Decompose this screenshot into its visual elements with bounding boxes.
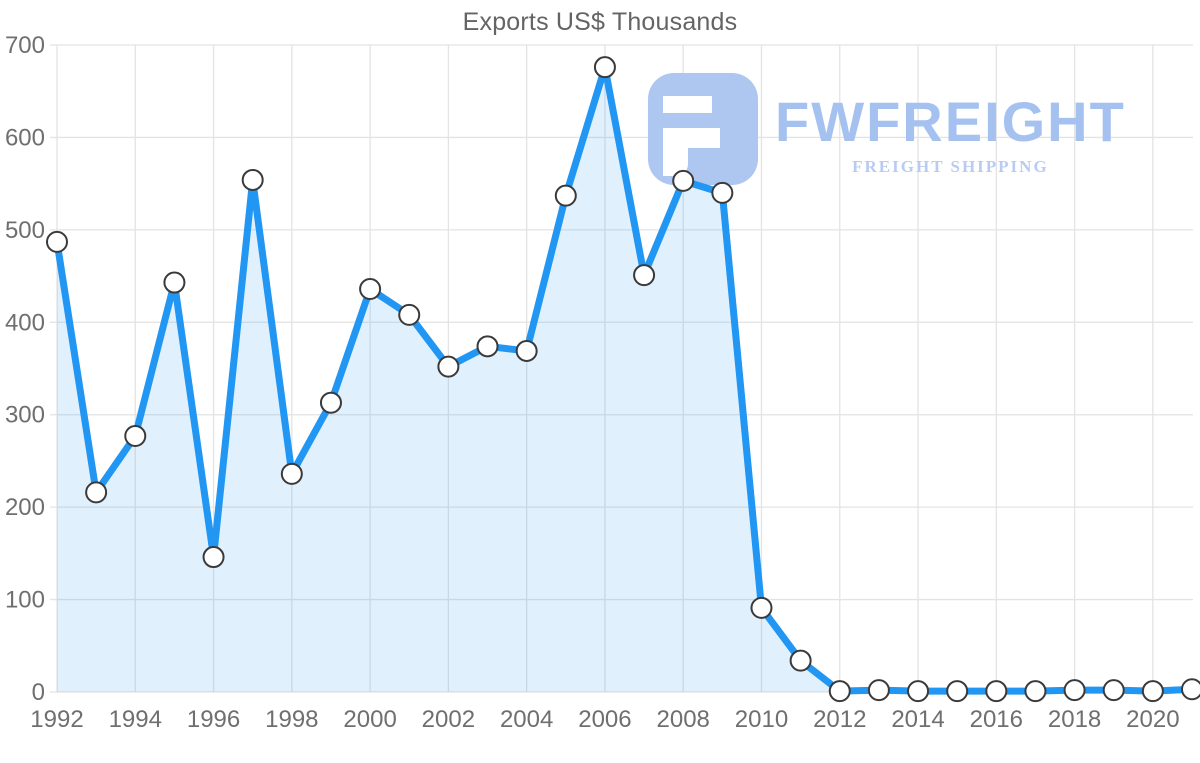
data-point-marker: [398, 303, 421, 326]
series-area: [57, 67, 1192, 692]
data-point-marker: [633, 264, 656, 287]
data-point-marker: [1181, 678, 1200, 701]
logo-wordmark: FWFREIGHT: [775, 90, 1126, 153]
y-axis-tick-label: 100: [5, 587, 45, 614]
data-point-marker: [476, 335, 499, 358]
data-point-marker: [46, 230, 68, 253]
data-point-marker: [124, 424, 147, 447]
data-point-markers: [46, 56, 1200, 703]
x-axis-tick-label: 1992: [30, 706, 83, 733]
fwfreight-logo-icon: [648, 73, 758, 185]
data-point-marker: [319, 391, 342, 414]
x-axis-tick-label: 2008: [657, 706, 710, 733]
axis-tick-labels: 0 100 200 300 400 500 600 700 1992 1994 1996 1998 20…: [5, 32, 1180, 733]
logo-tagline: FREIGHT SHIPPING: [852, 157, 1049, 176]
data-point-marker: [1141, 680, 1164, 703]
x-axis-tick-label: 2012: [813, 706, 866, 733]
data-point-marker: [593, 56, 616, 79]
data-point-marker: [280, 462, 303, 485]
y-axis-tick-label: 400: [5, 309, 45, 336]
y-axis-tick-label: 0: [32, 679, 45, 706]
x-axis-tick-label: 2016: [970, 706, 1023, 733]
x-axis-tick-label: 2006: [578, 706, 631, 733]
series-line: [53, 63, 1196, 695]
data-point-marker: [789, 649, 812, 672]
data-point-marker: [711, 181, 734, 204]
data-point-marker: [985, 680, 1008, 703]
data-point-marker: [202, 546, 225, 569]
data-point-marker: [554, 184, 577, 207]
data-point-marker: [750, 596, 773, 619]
fwfreight-logo: FWFREIGHT FREIGHT SHIPPING: [648, 73, 1126, 185]
data-point-marker: [946, 680, 969, 703]
x-axis-tick-label: 2002: [422, 706, 475, 733]
data-point-marker: [907, 680, 930, 703]
x-axis-tick-label: 2018: [1048, 706, 1101, 733]
x-axis-tick-label: 1996: [187, 706, 240, 733]
y-axis-tick-label: 300: [5, 402, 45, 429]
data-point-marker: [1024, 680, 1047, 703]
data-point-marker: [163, 271, 186, 294]
x-axis-tick-label: 2010: [735, 706, 788, 733]
data-point-marker: [1063, 679, 1086, 702]
x-axis-tick-label: 2020: [1126, 706, 1179, 733]
data-point-marker: [241, 168, 264, 191]
x-axis-tick-label: 2014: [891, 706, 944, 733]
y-axis-tick-label: 600: [5, 124, 45, 151]
y-axis-tick-label: 200: [5, 494, 45, 521]
data-point-marker: [1102, 679, 1125, 702]
x-axis-tick-label: 2000: [343, 706, 396, 733]
x-axis-tick-label: 2004: [500, 706, 553, 733]
logo-text-block: FWFREIGHT FREIGHT SHIPPING: [775, 73, 1126, 177]
data-point-marker: [85, 481, 108, 504]
data-point-marker: [359, 278, 382, 301]
data-point-marker: [672, 169, 695, 192]
data-point-marker: [437, 355, 460, 378]
y-axis-tick-label: 700: [5, 32, 45, 59]
data-point-marker: [828, 680, 851, 703]
chart-title: Exports US$ Thousands: [462, 8, 738, 36]
data-point-marker: [515, 339, 538, 362]
x-axis-tick-label: 1998: [265, 706, 318, 733]
y-axis-tick-label: 500: [5, 217, 45, 244]
x-axis-tick-label: 1994: [109, 706, 162, 733]
data-point-marker: [867, 679, 890, 702]
gridlines: [50, 44, 1193, 693]
